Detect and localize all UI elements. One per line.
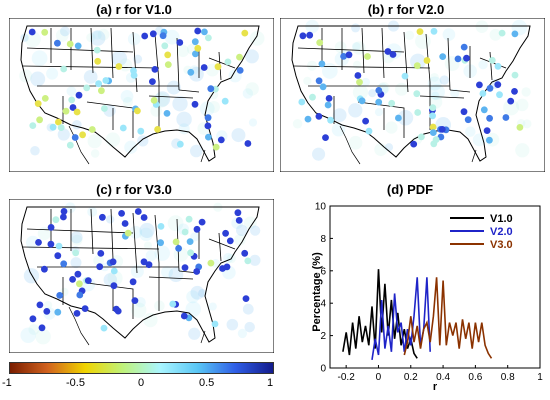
colorbar-tick-label: 0.5 xyxy=(199,377,215,389)
colorbar-tick-label: -1 xyxy=(2,377,12,389)
y-tick-label: 6 xyxy=(320,266,326,277)
x-tick-label: 0 xyxy=(376,372,382,383)
map-v3 xyxy=(9,199,274,353)
x-axis-label: r xyxy=(433,381,438,393)
colorbar-tick-label: 1 xyxy=(267,377,274,389)
x-tick-label: -0.2 xyxy=(338,372,356,383)
y-tick-label: 4 xyxy=(320,299,326,310)
y-axis-label: Percentage (%) xyxy=(311,252,323,332)
map-v1 xyxy=(9,18,274,172)
y-tick-label: 8 xyxy=(320,234,326,245)
x-tick-label: 0.2 xyxy=(404,372,418,383)
panel-a-title: (a) r for V1.0 xyxy=(96,2,172,17)
legend-label: V2.0 xyxy=(490,226,513,238)
x-tick-label: 0.6 xyxy=(468,372,482,383)
x-tick-label: 0.8 xyxy=(501,372,515,383)
x-tick-label: 0.4 xyxy=(436,372,450,383)
pdf-chart: Percentage (%) r -0.2 0 0.2 0.4 0.6 0.8 102468… xyxy=(311,202,543,394)
colorbar xyxy=(9,362,274,374)
colorbar-gradient xyxy=(9,362,274,374)
y-tick-label: 0 xyxy=(320,364,326,375)
y-tick-label: 10 xyxy=(315,202,327,213)
panel-b-title: (b) r for V2.0 xyxy=(367,2,445,17)
colorbar-tick-label: -0.5 xyxy=(66,377,85,389)
x-tick-label: 1 xyxy=(537,372,543,383)
series-line-v3-0 xyxy=(403,277,493,359)
panel-c-title: (c) r for V3.0 xyxy=(96,182,172,197)
map-v2 xyxy=(280,18,545,172)
legend-label: V3.0 xyxy=(490,239,513,251)
y-tick-label: 2 xyxy=(320,331,326,342)
panel-d-title: (d) PDF xyxy=(386,182,434,197)
series-line-v1-0 xyxy=(342,269,418,359)
legend-label: V1.0 xyxy=(490,213,513,225)
colorbar-tick-label: 0 xyxy=(138,377,145,389)
